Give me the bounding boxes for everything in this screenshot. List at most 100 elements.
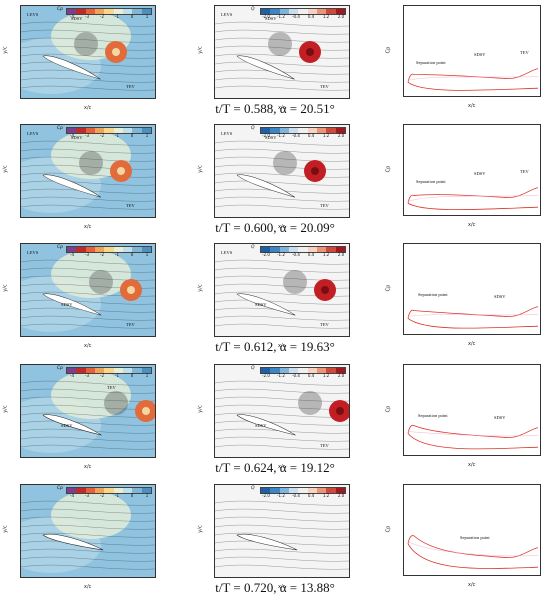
cp-reference-curve [407, 541, 539, 557]
cp-annotation: Separation point [460, 535, 490, 540]
panel-caption: t/T = 0.624, α = 19.12° [215, 460, 335, 475]
colorbar-swatch [288, 247, 299, 252]
x-axis-label: x/c [84, 105, 92, 111]
colorbar-swatch [279, 9, 289, 14]
cp-lower-curve [407, 81, 539, 91]
colorbar-tick: 2.0 [337, 133, 345, 138]
vortex-label: SDSV [265, 135, 277, 140]
colorbar-swatch [261, 488, 271, 493]
pressure-contour-panel: Cp-4-3-2-101LEVSSDSVTEV-0.200.20.40.60.8… [20, 124, 156, 218]
airfoil-group [236, 414, 296, 436]
streamline [215, 267, 349, 273]
cp-distribution-plot [407, 424, 539, 450]
x-axis-label: x/c [468, 103, 476, 109]
colorbar-swatch [76, 128, 86, 133]
colorbar-tick: -3 [85, 14, 89, 19]
streamline [21, 275, 155, 281]
colorbar-swatch [104, 128, 114, 133]
colorbar-tick: -4 [70, 14, 74, 19]
streamline [21, 267, 155, 273]
colorbar-swatch [122, 128, 133, 133]
colorbar-swatch [67, 368, 77, 373]
colorbar-tick: 1 [145, 14, 149, 19]
cp-reference-curve [407, 431, 539, 437]
streamline [215, 299, 349, 305]
colorbar-tick: 2.0 [337, 14, 345, 19]
x-axis-label: x/c [84, 343, 92, 349]
cp-annotation: SDSV [494, 415, 506, 420]
colorbar-swatch [104, 247, 114, 252]
cp-upper-curve [407, 306, 539, 319]
colorbar-tick: -2 [100, 14, 104, 19]
colorbar-tick: -0.4 [292, 133, 300, 138]
streamline [21, 500, 155, 506]
colorbar-swatch [288, 368, 299, 373]
colorbar-swatch [316, 488, 327, 493]
vortex-label: TEV [320, 443, 329, 448]
x-axis-label: x/c [278, 584, 286, 590]
cp-annotation: SDSV [494, 294, 506, 299]
cp-upper-curve [407, 68, 539, 83]
streamline [21, 396, 155, 402]
colorbar-label: Cp [57, 126, 63, 131]
y-axis-label: y/c [2, 525, 9, 533]
cp-lower-curve [407, 318, 539, 329]
sdsv-vortex [89, 270, 113, 294]
colorbar-tick: -2.0 [262, 373, 270, 378]
colorbar-swatch [132, 247, 142, 252]
colorbar-swatch [122, 368, 133, 373]
colorbar-ticks: -4 -3 -2 -1 0 1 [66, 14, 150, 19]
colorbar-tick: 1.2 [322, 14, 330, 19]
cp-annotation: Separation point [416, 179, 446, 184]
field-background [215, 365, 349, 457]
colorbar-tick: 2.0 [337, 373, 345, 378]
streamline [21, 420, 155, 426]
colorbar-swatch [67, 128, 77, 133]
q-criterion-field [215, 244, 349, 336]
tev-core [142, 407, 150, 415]
colorbar-swatch [122, 247, 133, 252]
colorbar-swatch [113, 368, 123, 373]
colorbar-tick: 1 [145, 133, 149, 138]
colorbar-tick: 2.0 [337, 252, 345, 257]
colorbar-swatch [76, 368, 86, 373]
streamline [21, 156, 155, 162]
figure-row: Cp-4-3-2-101LEVSSDSVTEV-0.200.20.40.60.8… [0, 241, 550, 359]
q-criterion-panel: Q-2.0-1.2-0.40.41.22.0SDSVTEV-0.200.20.4… [214, 364, 350, 458]
panel-caption: t/T = 0.600, α = 20.09° [215, 220, 335, 235]
tev-core [321, 286, 329, 294]
cp-distribution-plot [407, 187, 539, 211]
colorbar-swatch [67, 9, 77, 14]
colorbar-swatch [335, 488, 345, 493]
x-axis-label: x/c [278, 464, 286, 470]
pressure-field [21, 125, 155, 217]
colorbar-ticks: -4 -3 -2 -1 0 1 [66, 133, 150, 138]
colorbar-tick: -2 [100, 252, 104, 257]
sdsv-vortex [283, 270, 307, 294]
colorbar-swatch [307, 247, 317, 252]
y-axis-label: y/c [2, 284, 9, 292]
streamline [215, 380, 349, 386]
colorbar [260, 487, 346, 494]
x-axis-label: x/c [468, 462, 476, 468]
colorbar-swatch [85, 368, 95, 373]
q-criterion-field [215, 6, 349, 98]
colorbar [66, 246, 152, 253]
colorbar-tick: -2.0 [262, 14, 270, 19]
colorbar-swatch [298, 247, 308, 252]
colorbar-swatch [261, 128, 271, 133]
airfoil [236, 174, 296, 198]
colorbar-swatch [104, 368, 114, 373]
field-background [215, 485, 349, 577]
colorbar [260, 127, 346, 134]
streamline [21, 164, 155, 170]
colorbar-swatch [104, 488, 114, 493]
colorbar-tick: -1 [115, 493, 119, 498]
airfoil-group [42, 174, 102, 198]
colorbar-swatch [270, 9, 280, 14]
y-axis-label: Cp [385, 165, 392, 173]
airfoil [42, 174, 102, 198]
cp-reference-curve [407, 195, 539, 202]
colorbar-swatch [326, 488, 336, 493]
colorbar-swatch [132, 368, 142, 373]
